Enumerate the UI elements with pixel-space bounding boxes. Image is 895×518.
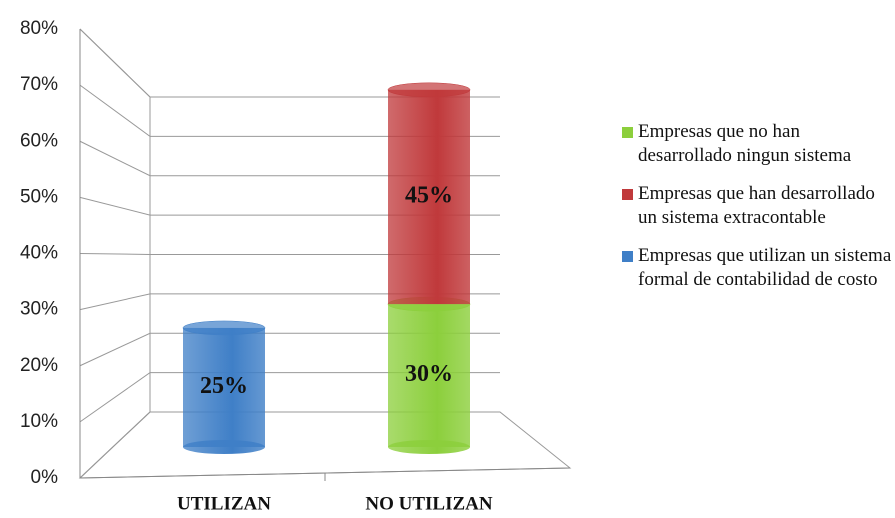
grid-line xyxy=(79,293,500,311)
y-tick-label: 40% xyxy=(20,243,58,264)
grid-line xyxy=(79,84,500,137)
legend-label: Empresas que han desarrollado un sistema… xyxy=(638,183,875,228)
y-tick-label: 0% xyxy=(31,467,59,488)
bar xyxy=(388,304,470,447)
x-tick-label: NO UTILIZAN xyxy=(365,493,492,514)
grid-line xyxy=(79,332,500,367)
legend-swatch xyxy=(622,127,633,138)
y-tick-label: 50% xyxy=(20,186,58,207)
y-tick-label: 60% xyxy=(20,130,58,151)
bar-top xyxy=(182,320,266,336)
legend-item: Empresas que han desarrollado un sistema… xyxy=(622,182,892,230)
y-tick-label: 80% xyxy=(20,18,58,39)
legend-swatch xyxy=(622,251,633,262)
bar xyxy=(183,327,265,447)
grid-line xyxy=(79,140,500,177)
floor xyxy=(78,411,572,479)
bar-top xyxy=(387,82,471,98)
y-tick-label: 20% xyxy=(20,355,58,376)
legend: Empresas que no han desarrollado ningun … xyxy=(622,120,892,306)
data-label: 45% xyxy=(405,182,453,208)
grid-line xyxy=(79,253,500,255)
legend-label: Empresas que no han desarrollado ningun … xyxy=(638,121,852,166)
legend-item: Empresas que no han desarrollado ningun … xyxy=(622,120,892,168)
grid-line xyxy=(79,196,500,216)
y-tick-label: 10% xyxy=(20,411,58,432)
data-label: 30% xyxy=(405,361,453,387)
y-tick-label: 70% xyxy=(20,74,58,95)
legend-item: Empresas que utilizan un sistema formal … xyxy=(622,244,892,292)
data-label: 25% xyxy=(200,373,248,399)
grid-line xyxy=(79,372,500,423)
legend-swatch xyxy=(622,189,633,200)
grid-line xyxy=(79,28,500,98)
legend-label: Empresas que utilizan un sistema formal … xyxy=(638,245,892,290)
x-tick-label: UTILIZAN xyxy=(177,493,271,514)
bar xyxy=(388,89,470,305)
y-tick-label: 30% xyxy=(20,299,58,320)
grid-line xyxy=(79,411,500,479)
